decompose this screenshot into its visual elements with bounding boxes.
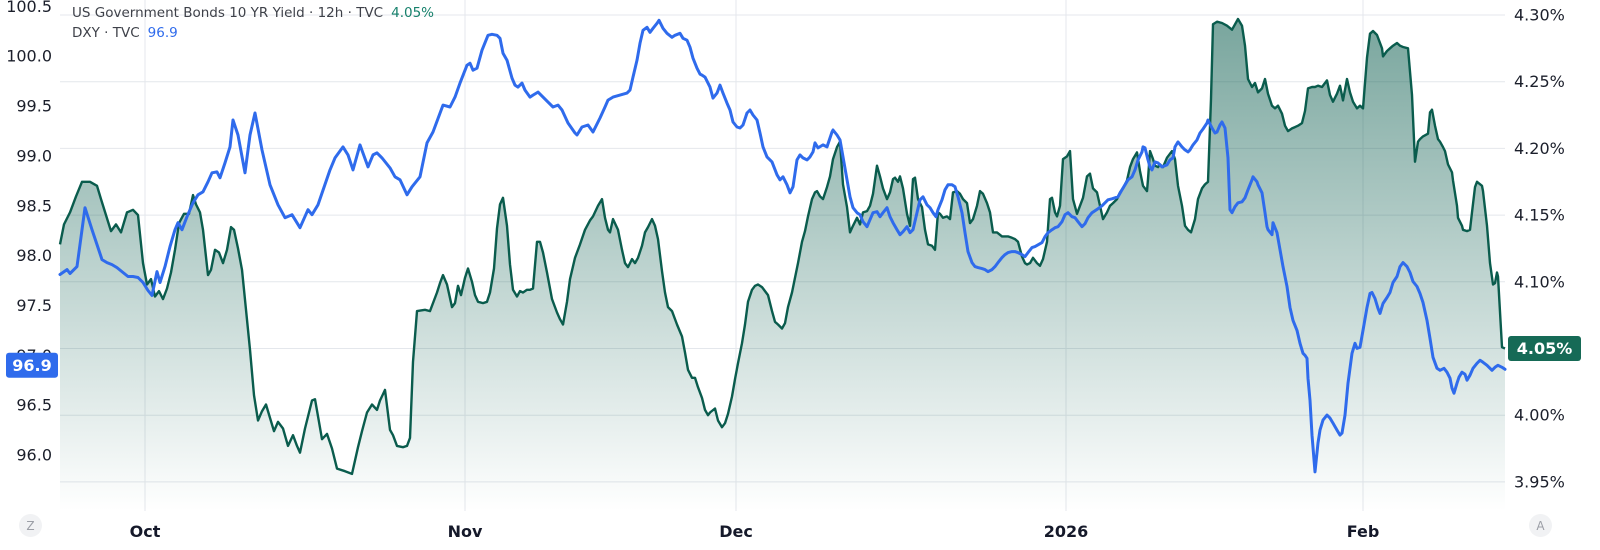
left-axis-tick-label: 100.5 [6,0,52,16]
left-axis-tick-label: 97.5 [16,296,52,315]
dxy-last-value: 96.9 [147,25,178,41]
right-axis-tick-label: 4.20% [1514,139,1565,158]
right-axis-tick-label: 3.95% [1514,472,1565,491]
yield-badge-rect [1508,336,1581,361]
x-axis-month-label: Oct [130,522,161,541]
legend-row-dxy[interactable]: DXY · TVC 96.9 [72,23,434,43]
auto-scale-button[interactable]: A [1529,514,1552,537]
yield-last-value: 4.05% [391,5,435,21]
dxy-symbol-title[interactable]: DXY · TVC [72,25,140,41]
left-axis-tick-label: 98.0 [16,246,52,265]
dxy-line-series[interactable] [58,18,1507,474]
yield-line-series[interactable] [58,17,1506,476]
right-axis-tick-label: 4.30% [1514,6,1565,25]
yield-symbol-title[interactable]: US Government Bonds 10 YR Yield · 12h · … [72,5,384,21]
right-axis-tick-label: 4.00% [1514,406,1565,425]
x-axis-month-label: 2026 [1044,522,1089,541]
left-axis-tick-label: 96.0 [16,446,52,465]
yield-badge-text: 4.05% [1517,339,1573,358]
right-axis-tick-label: 4.10% [1514,272,1565,291]
dxy-badge-rect [6,352,58,378]
time-scale[interactable]: Oct Nov Dec 2026 Feb [130,522,1380,541]
x-axis-month-label: Feb [1347,522,1380,541]
legend-row-yield[interactable]: US Government Bonds 10 YR Yield · 12h · … [72,3,434,23]
x-axis-month-label: Nov [448,522,483,541]
right-axis-tick-label: 4.15% [1514,206,1565,225]
left-axis-tick-label: 99.5 [16,97,52,116]
zoom-out-button[interactable]: Z [19,514,42,537]
yield-price-badge: 4.05% [1508,336,1581,361]
left-axis-tick-label: 99.0 [16,146,52,165]
left-axis-tick-label: 96.5 [16,396,52,415]
dxy-price-badge: 96.9 [6,352,58,378]
left-axis-tick-label: 98.5 [16,196,52,215]
yield-area-fill [60,19,1505,511]
dxy-badge-text: 96.9 [12,356,51,375]
right-axis-tick-label: 4.25% [1514,72,1565,91]
chart-legend: US Government Bonds 10 YR Yield · 12h · … [72,3,434,43]
left-axis-tick-label: 100.0 [6,47,52,66]
x-axis-month-label: Dec [719,522,753,541]
